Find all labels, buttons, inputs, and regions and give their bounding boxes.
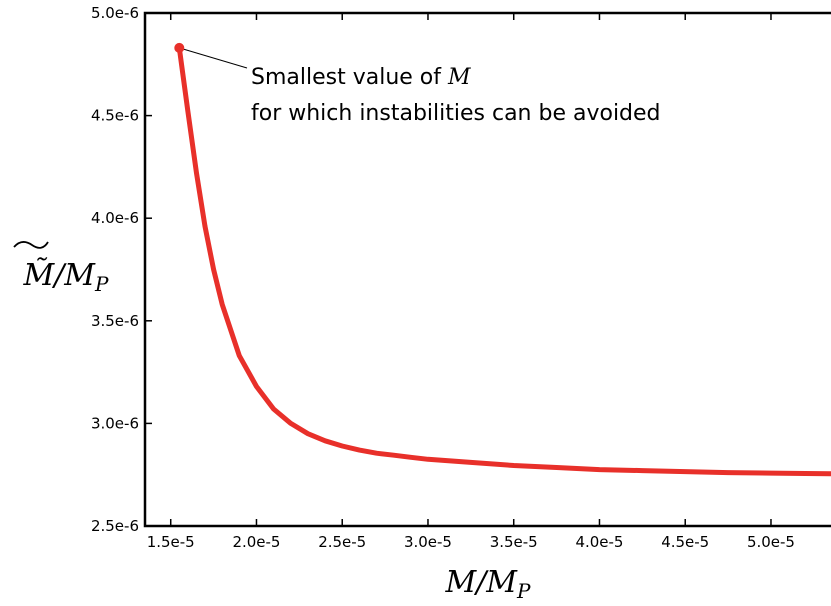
annotation-line-2: for which instabilities can be avoided [251, 101, 661, 126]
y-tick-label: 3.0e-6 [91, 414, 139, 432]
y-axis-title: M̃/MP [22, 258, 109, 296]
y-axis-title-subscript: P [94, 272, 109, 296]
y-axis-ticks: 2.5e-6 3.0e-6 3.5e-6 4.0e-6 4.5e-6 5.0e-6 [91, 4, 152, 535]
x-tick-label: 4.0e-5 [575, 533, 623, 551]
x-tick-label: 4.5e-5 [661, 533, 709, 551]
y-axis-title-tilde [13, 241, 49, 249]
plot-frame [143, 11, 831, 528]
annotation-leader-line [179, 47, 248, 69]
x-axis-ticks: 1.5e-5 2.0e-5 2.5e-5 3.0e-5 3.5e-5 4.0e-5 4.5e… [147, 13, 795, 551]
x-tick-label: 3.5e-5 [490, 533, 538, 551]
y-tick-label: 2.5e-6 [91, 517, 139, 535]
x-axis-title: M/MP [444, 565, 531, 603]
annotation-symbol: M [447, 65, 471, 90]
axis-titles: M/MPM̃/MP [13, 241, 531, 603]
x-axis-title-subscript: P [516, 579, 531, 603]
y-tick-label: 4.0e-6 [91, 209, 139, 227]
series-line-0 [176, 45, 831, 477]
series-layer [176, 45, 831, 477]
x-tick-label: 5.0e-5 [747, 533, 795, 551]
x-tick-label: 2.5e-5 [318, 533, 366, 551]
x-axis-title-main: M/M [444, 565, 518, 600]
x-tick-label: 3.0e-5 [404, 533, 452, 551]
annotation-line-1: Smallest value of M [251, 65, 471, 90]
annotation-line-1-prefix: Smallest value of [251, 65, 448, 90]
y-tick-label: 4.5e-6 [91, 107, 139, 125]
plot-area [143, 11, 831, 528]
y-tick-label: 3.5e-6 [91, 312, 139, 330]
x-tick-label: 2.0e-5 [232, 533, 280, 551]
annotation-point [174, 42, 185, 53]
y-tick-label: 5.0e-6 [91, 4, 139, 22]
x-tick-label: 1.5e-5 [147, 533, 195, 551]
y-axis-title-main: M̃/M [22, 258, 96, 293]
